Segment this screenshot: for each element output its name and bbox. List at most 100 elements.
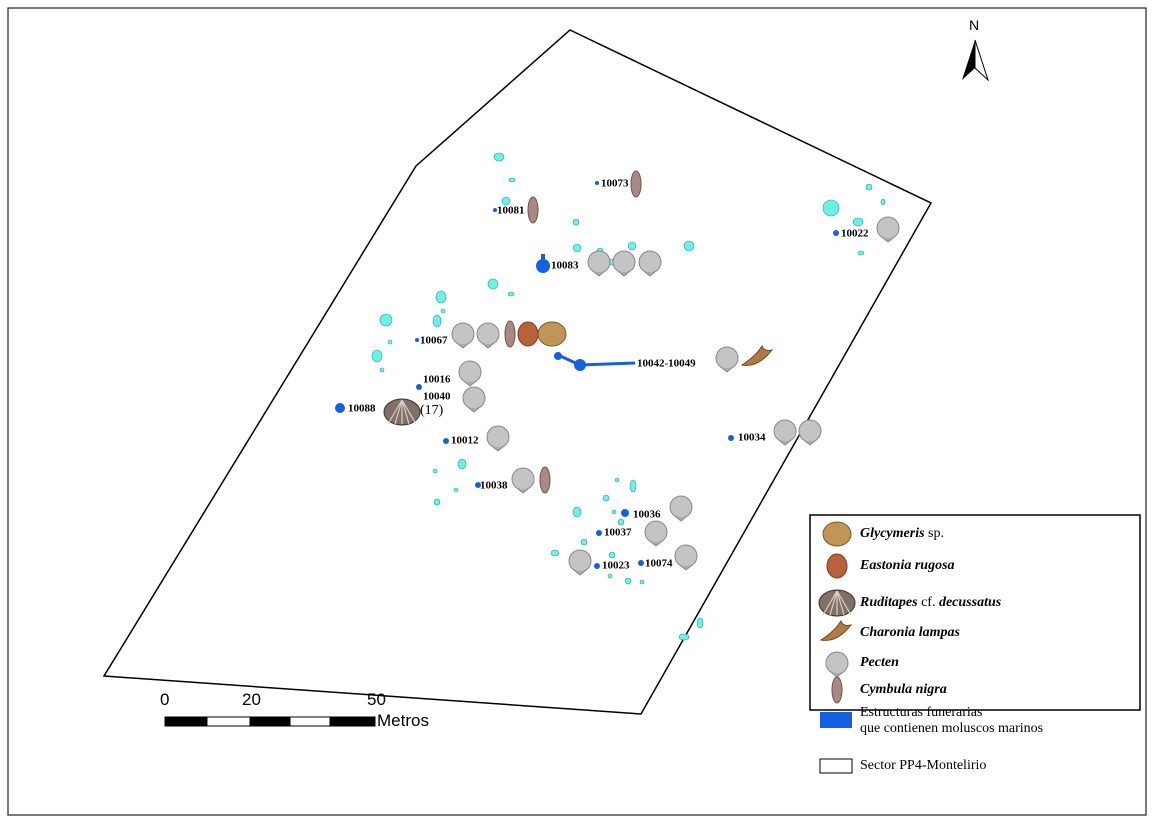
- pecten-hinge: [675, 516, 687, 522]
- funerary-structure: [536, 259, 550, 273]
- pecten-hinge: [644, 271, 656, 277]
- pecten-hinge: [882, 237, 894, 243]
- pecten-icon: [825, 651, 849, 675]
- pecten-hinge: [804, 440, 816, 446]
- pecten-hinge: [517, 488, 529, 494]
- north-label: N: [969, 17, 979, 33]
- ruditapes-stripe: [836, 590, 845, 616]
- cyan-feature: [696, 617, 704, 629]
- cymbula-icon: [630, 170, 642, 198]
- structure-label: 10022: [841, 228, 869, 240]
- cyan-feature: [607, 573, 613, 579]
- cyan-feature: [379, 367, 385, 373]
- pecten-hinge: [650, 541, 662, 547]
- legend-label: Glycymeris sp.: [860, 526, 944, 541]
- legend-label: Estructuras funerarias: [860, 705, 982, 720]
- cyan-feature: [572, 218, 580, 226]
- cymbula-icon: [831, 676, 843, 704]
- cyan-feature: [501, 196, 511, 206]
- pecten-icon: [876, 216, 900, 240]
- legend-label: Ruditapes cf. decussatus: [859, 595, 1002, 610]
- structure-label: 10023: [602, 560, 630, 572]
- cyan-feature: [627, 241, 637, 251]
- glycymeris-icon: [537, 321, 567, 347]
- cyan-feature: [387, 339, 393, 345]
- structure-label: 10036: [633, 509, 661, 521]
- pecten-icon: [638, 250, 662, 274]
- pecten-hinge: [680, 565, 692, 571]
- cyan-feature: [683, 240, 695, 252]
- legend-label-part: Charonia lampas: [860, 625, 961, 640]
- cyan-feature: [453, 487, 459, 493]
- eastonia-icon: [517, 321, 539, 347]
- cyan-feature: [678, 633, 690, 641]
- pecten-icon: [476, 322, 500, 346]
- cyan-feature: [435, 290, 447, 304]
- cyan-feature: [572, 506, 582, 518]
- cyan-feature: [880, 198, 886, 206]
- pecten-icon: [644, 520, 668, 544]
- funerary-structure: [443, 438, 449, 444]
- cyan-feature: [433, 498, 441, 506]
- structure-label: 10073: [601, 178, 629, 190]
- cyan-feature: [507, 291, 515, 297]
- cyan-feature: [602, 494, 610, 502]
- cyan-feature: [639, 579, 645, 585]
- cyan-feature: [432, 468, 438, 474]
- glycymeris-icon: [822, 521, 852, 547]
- cyan-feature: [432, 314, 442, 328]
- cyan-feature: [852, 217, 864, 227]
- cyan-feature: [865, 183, 873, 191]
- legend-label: Sector PP4-Montelirio: [860, 758, 986, 773]
- cyan-feature: [617, 518, 625, 526]
- pecten-icon: [587, 250, 611, 274]
- pecten-icon: [715, 346, 739, 370]
- cyan-feature: [379, 313, 393, 327]
- cyan-feature: [487, 278, 499, 290]
- north-arrow: [962, 39, 990, 82]
- structure-label: 10040: [423, 391, 451, 403]
- pecten-hinge: [492, 446, 504, 452]
- cyan-feature: [608, 551, 616, 559]
- scale-tick-label: 20: [242, 690, 261, 709]
- cymbula-icon: [504, 320, 516, 348]
- legend-label-part: decussatus: [939, 595, 1002, 610]
- cyan-feature: [550, 549, 560, 557]
- funerary-structure: [493, 208, 497, 212]
- funerary-structure: [638, 560, 644, 566]
- funerary-structure: [594, 563, 600, 569]
- cyan-feature: [614, 477, 620, 483]
- funerary-structure: [554, 352, 562, 360]
- legend-label-part: Cymbula nigra: [860, 682, 947, 697]
- ruditapes-stripe: [387, 399, 403, 425]
- pecten-icon: [568, 549, 592, 573]
- funerary-structure: [621, 509, 629, 517]
- pecten-icon: [612, 250, 636, 274]
- ruditapes-stripe: [829, 590, 838, 616]
- pecten-hinge: [721, 367, 733, 373]
- cyan-feature: [611, 509, 617, 515]
- eastonia-icon: [826, 553, 848, 579]
- legend-label-part: sp.: [925, 526, 944, 541]
- funerary-structure: [416, 384, 422, 390]
- charonia-icon: [819, 619, 853, 641]
- cymbula-icon: [539, 466, 551, 494]
- pecten-hinge: [464, 381, 476, 387]
- structure-label: 10012: [451, 435, 479, 447]
- ruditapes-stripe: [836, 590, 852, 616]
- legend-sector-swatch: [819, 758, 853, 774]
- cyan-feature: [457, 458, 467, 470]
- legend-label-part: Glycymeris: [860, 526, 925, 541]
- legend-label: que contienen moluscos marinos: [860, 721, 1043, 736]
- pecten-icon: [451, 322, 475, 346]
- legend-label: Eastonia rugosa: [859, 558, 955, 573]
- cyan-feature: [580, 538, 588, 546]
- legend-label: Pecten: [860, 655, 899, 670]
- ruditapes-stripe: [401, 399, 417, 425]
- structure-label: 10037: [604, 527, 632, 539]
- funerary-structure: [475, 482, 481, 488]
- structure-label: 10088: [348, 403, 376, 415]
- scale-bar: [164, 716, 376, 727]
- ruditapes-stripe: [394, 399, 403, 425]
